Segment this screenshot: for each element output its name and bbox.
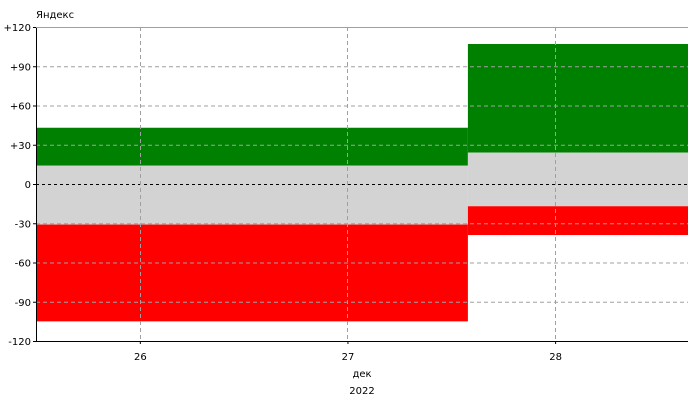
chart-title: Яндекс	[36, 10, 74, 21]
x-tick-label: 26	[134, 352, 147, 363]
y-tick-label: +90	[10, 62, 31, 73]
negative-area-2	[467, 206, 688, 236]
y-tick-label: 0	[25, 180, 31, 191]
tick-labels: +120 +90 +60 +30 0 -30 -60 -90 -120 26 27 28	[4, 23, 562, 363]
neutral-area-2	[467, 152, 688, 207]
y-tick-label: -30	[15, 219, 31, 230]
data-areas	[36, 44, 688, 322]
y-tick-label: +30	[10, 141, 31, 152]
x-axis-label: дек	[352, 369, 371, 380]
axes	[36, 27, 688, 342]
y-tick-label: -60	[15, 259, 31, 270]
positive-area-2	[467, 44, 688, 153]
grid	[36, 27, 688, 341]
neutral-area-1	[36, 165, 468, 225]
y-tick-label: -120	[8, 337, 31, 348]
positive-area-1	[36, 127, 468, 166]
y-tick-label: +120	[4, 23, 31, 34]
x-tick-label: 27	[342, 352, 355, 363]
x-axis-year-label: 2022	[349, 386, 374, 397]
y-tick-label: +60	[10, 102, 31, 113]
negative-area-1	[36, 224, 468, 322]
y-tick-label: -90	[15, 298, 31, 309]
x-tick-label: 28	[549, 352, 562, 363]
